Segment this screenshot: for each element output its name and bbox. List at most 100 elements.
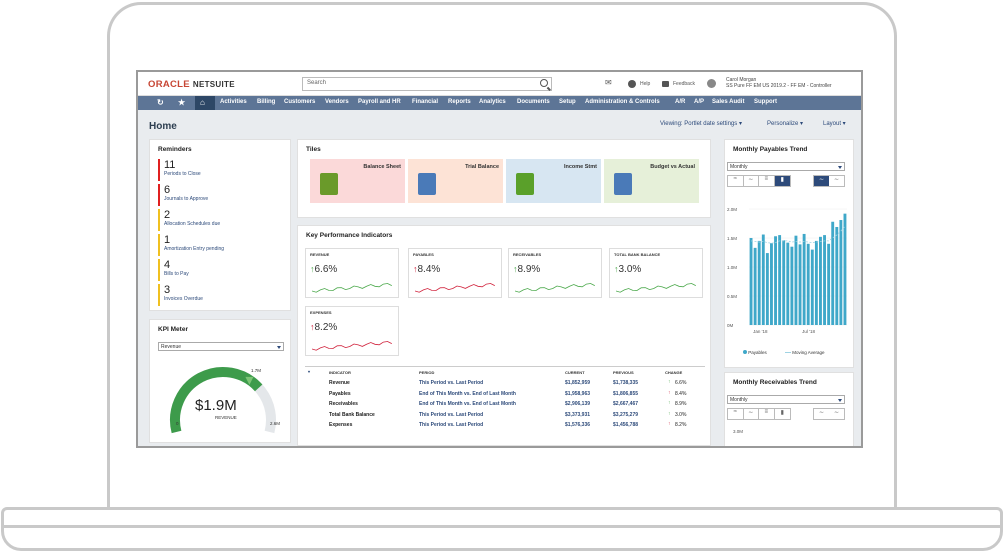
kpi-row-period[interactable]: This Period vs. Last Period	[419, 380, 484, 386]
nav-ap[interactable]: A/P	[694, 99, 705, 105]
payables-period-select[interactable]: Monthly	[727, 162, 845, 171]
kpi-row-current[interactable]: $1,958,963	[565, 390, 591, 397]
reminder-label[interactable]: Allocation Schedules due	[164, 221, 221, 227]
payables-bar[interactable]	[786, 242, 790, 325]
nav-customers[interactable]: Customers	[284, 99, 316, 105]
personalize-dropdown[interactable]: Personalize ▾	[767, 121, 804, 127]
reminder-label[interactable]: Periods to Close	[164, 171, 201, 177]
nav-reports[interactable]: Reports	[448, 99, 471, 105]
user-avatar-icon[interactable]	[707, 79, 716, 88]
payables-bar[interactable]	[770, 243, 773, 325]
nav-payroll[interactable]: Payroll and HR	[358, 99, 401, 105]
rec-trend-on-icon[interactable]: ∼	[818, 410, 825, 416]
kpi-card[interactable]: REVENUE ↑6.6%	[305, 248, 399, 298]
reminder-item[interactable]: 4 Bills to Pay	[158, 259, 189, 281]
payables-bar[interactable]	[778, 235, 782, 325]
payables-bar[interactable]	[753, 247, 757, 325]
nav-sales-audit[interactable]: Sales Audit	[712, 99, 745, 105]
search-icon[interactable]	[540, 79, 548, 87]
rec-line-chart-icon[interactable]: ∼	[744, 409, 760, 419]
rec-area-chart-icon[interactable]: ≈	[728, 409, 744, 419]
payables-bar[interactable]	[823, 235, 826, 325]
viewing-dropdown[interactable]: Viewing: Portlet date settings ▾	[660, 121, 742, 127]
kpi-row-current[interactable]: $2,906,139	[565, 401, 591, 407]
kpi-row-period[interactable]: This Period vs. Last Period	[419, 422, 484, 428]
payables-bar[interactable]	[843, 213, 847, 325]
reminder-label[interactable]: Bills to Pay	[164, 271, 189, 277]
list-icon[interactable]: ≡	[759, 176, 775, 186]
star-icon[interactable]: ★	[178, 98, 186, 107]
payables-bar[interactable]	[774, 236, 777, 325]
kpi-row-previous[interactable]: $2,667,467	[613, 401, 639, 407]
nav-activities[interactable]: Activities	[220, 99, 247, 105]
collapse-icon[interactable]: ▾	[308, 369, 311, 374]
payables-bar[interactable]	[802, 233, 806, 325]
help-link[interactable]: Help	[640, 81, 651, 87]
user-menu[interactable]: Carol Morgan SS Pure FF EM US 2019.2 - FF…	[726, 77, 832, 89]
home-tab[interactable]: ⌂	[195, 96, 215, 110]
tile-2[interactable]: Income Stmt	[506, 159, 601, 203]
payables-bar[interactable]	[806, 243, 810, 325]
rec-list-icon[interactable]: ≡	[759, 409, 775, 419]
payables-bar[interactable]	[794, 235, 798, 325]
tile-1[interactable]: Trial Balance	[408, 159, 503, 203]
recent-records-icon[interactable]: ✉	[605, 78, 612, 87]
reminder-label[interactable]: Invoices Overdue	[164, 296, 203, 302]
payables-bar[interactable]	[798, 244, 802, 325]
payables-bar[interactable]	[765, 253, 769, 325]
payables-bar[interactable]	[827, 243, 831, 325]
payables-bar[interactable]	[814, 240, 818, 325]
payables-bar[interactable]	[790, 246, 794, 325]
nav-administration[interactable]: Administration & Controls	[585, 99, 660, 105]
receivables-period-select[interactable]: Monthly	[727, 395, 845, 404]
kpi-card[interactable]: TOTAL BANK BALANCE ↑3.0%	[609, 248, 703, 298]
payables-bar[interactable]	[819, 236, 822, 325]
reminder-label[interactable]: Journals to Approve	[164, 196, 209, 202]
kpi-row-period[interactable]: This Period vs. Last Period	[419, 411, 484, 418]
nav-ar[interactable]: A/R	[675, 99, 686, 105]
bar-chart-icon[interactable]: ▮	[774, 176, 791, 186]
tile-3[interactable]: Budget vs Actual	[604, 159, 699, 203]
reminder-item[interactable]: 3 Invoices Overdue	[158, 284, 203, 306]
payables-bar[interactable]	[810, 249, 814, 325]
nav-financial[interactable]: Financial	[412, 99, 439, 105]
kpi-card[interactable]: EXPENSES ↑8.2%	[305, 306, 399, 356]
kpi-card[interactable]: RECEIVABLES ↑8.9%	[508, 248, 602, 298]
rec-trend-off-icon[interactable]: ∼	[833, 410, 840, 416]
kpi-row-current[interactable]: $1,852,959	[565, 380, 591, 386]
kpi-row-previous[interactable]: $1,456,788	[613, 422, 639, 428]
payables-bar[interactable]	[782, 240, 786, 325]
kpi-row-period[interactable]: End of This Month vs. End of Last Month	[419, 401, 516, 407]
trend-off-icon[interactable]: ∼	[833, 177, 840, 183]
kpi-row-previous[interactable]: $1,806,855	[613, 390, 639, 397]
kpi-row-previous[interactable]: $3,275,279	[613, 411, 639, 418]
nav-support[interactable]: Support	[754, 99, 777, 105]
recent-icon[interactable]: ↻	[157, 98, 164, 107]
tile-0[interactable]: Balance Sheet	[310, 159, 405, 203]
payables-bar[interactable]	[761, 234, 765, 325]
reminder-item[interactable]: 6 Journals to Approve	[158, 184, 208, 206]
rec-bar-chart-icon[interactable]: ▮	[780, 410, 784, 416]
layout-dropdown[interactable]: Layout ▾	[823, 121, 846, 127]
line-chart-icon[interactable]: ∼	[744, 176, 760, 186]
kpi-row-period[interactable]: End of This Month vs. End of Last Month	[419, 390, 516, 397]
reminder-label[interactable]: Amortization Entry pending	[164, 246, 225, 252]
kpi-meter-select[interactable]: Revenue	[158, 342, 284, 351]
nav-analytics[interactable]: Analytics	[479, 99, 506, 105]
nav-billing[interactable]: Billing	[257, 99, 276, 105]
trend-on-icon[interactable]: ∼	[814, 176, 829, 186]
payables-bar[interactable]	[835, 226, 839, 325]
nav-documents[interactable]: Documents	[517, 99, 550, 105]
reminder-item[interactable]: 1 Amortization Entry pending	[158, 234, 224, 256]
kpi-row-current[interactable]: $3,373,931	[565, 411, 591, 418]
feedback-icon[interactable]	[662, 81, 669, 87]
payables-bar[interactable]	[749, 238, 753, 325]
payables-bar[interactable]	[831, 221, 835, 325]
reminder-item[interactable]: 2 Allocation Schedules due	[158, 209, 220, 231]
nav-setup[interactable]: Setup	[559, 99, 576, 105]
payables-bar[interactable]	[757, 240, 761, 325]
logo[interactable]: ORACLE NETSUITE	[148, 79, 235, 90]
kpi-card[interactable]: PAYABLES ↑8.4%	[408, 248, 502, 298]
search-input[interactable]: Search	[302, 77, 552, 91]
reminder-item[interactable]: 11 Periods to Close	[158, 159, 201, 181]
